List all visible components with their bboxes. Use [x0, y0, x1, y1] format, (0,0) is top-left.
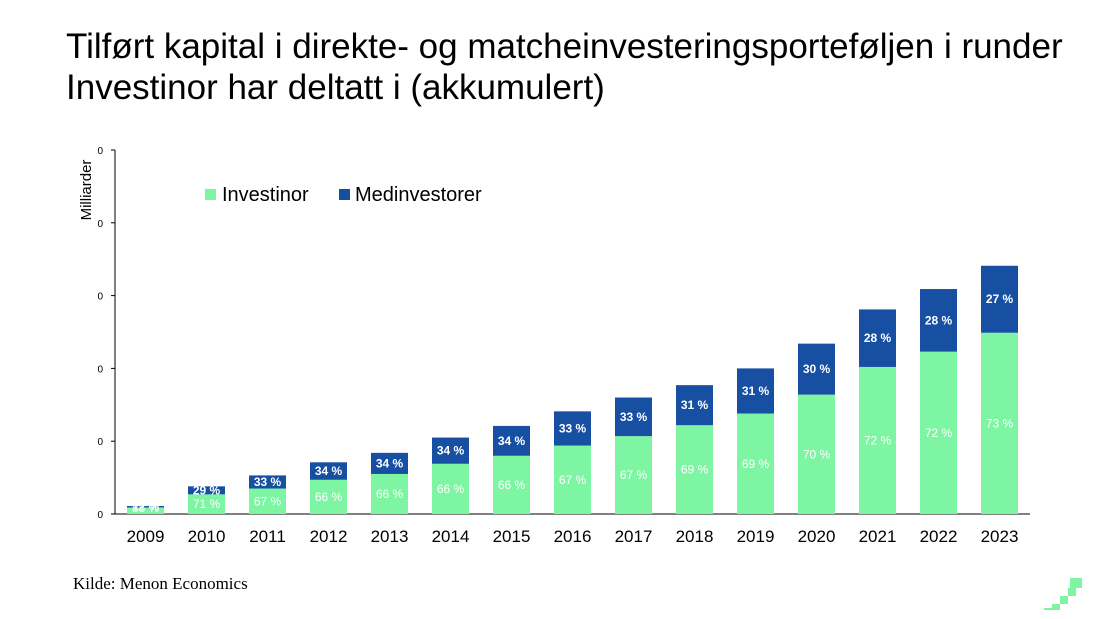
data-label-investinor: 66 % — [498, 478, 526, 492]
data-label-investinor: 67 % — [620, 468, 648, 482]
bar-investinor-2022 — [920, 351, 957, 514]
x-tick-label: 2010 — [188, 527, 226, 546]
data-label-investinor: 66 % — [315, 490, 343, 504]
chart-title: Tilført kapital i direkte- og matcheinve… — [66, 27, 1063, 107]
x-tick-label: 2014 — [432, 527, 470, 546]
bar-medinvestorer-2014 — [432, 437, 469, 464]
data-label-investinor: 71 % — [193, 497, 221, 511]
data-label-medinvestorer: 33 % — [620, 410, 648, 424]
bar-medinvestorer-2012 — [310, 462, 347, 480]
bar-investinor-2017 — [615, 436, 652, 514]
data-label-investinor: 70 % — [803, 447, 831, 461]
legend-label-medinvestorer: Medinvestorer — [355, 184, 482, 206]
x-tick-label: 2013 — [371, 527, 409, 546]
data-label-medinvestorer: 27 % — [986, 292, 1014, 306]
data-label-medinvestorer: 31 % — [742, 384, 770, 398]
x-tick-label: 2023 — [981, 527, 1019, 546]
data-label-investinor: 69 % — [742, 457, 770, 471]
data-label-medinvestorer: 34 % — [498, 434, 526, 448]
x-tick-label: 2020 — [798, 527, 836, 546]
stairs-logo-icon — [1044, 578, 1082, 610]
source-note: Kilde: Menon Economics — [73, 574, 248, 593]
x-tick-label: 2021 — [859, 527, 897, 546]
y-axis-label: Milliarder — [78, 160, 95, 221]
bar-investinor-2018 — [676, 425, 713, 514]
x-tick-label: 2009 — [127, 527, 165, 546]
data-label-investinor: 66 % — [376, 487, 404, 501]
bar-investinor-2011 — [249, 488, 286, 514]
bar-investinor-2013 — [371, 473, 408, 514]
bar-investinor-2012 — [310, 479, 347, 514]
x-tick-labels: 2009 2010 2011 2012 2013 2014 2015 2016 2017 2018… — [127, 527, 1019, 546]
data-label-investinor: 73 % — [986, 416, 1014, 430]
x-tick-label: 2016 — [554, 527, 592, 546]
data-label-investinor: 67 % — [559, 473, 587, 487]
bar-medinvestorer-2022 — [920, 289, 957, 352]
bar-medinvestorer-2019 — [737, 368, 774, 414]
data-label-investinor: 69 % — [681, 463, 709, 477]
bar-investinor-2010 — [188, 494, 225, 514]
data-label-investinor: 72 % — [864, 433, 892, 447]
bar-investinor-2009 — [127, 507, 164, 514]
bar-investinor-2016 — [554, 445, 591, 514]
bar-medinvestorer-2009 — [127, 505, 164, 508]
data-label-medinvestorer: 28 % — [864, 331, 892, 345]
bar-medinvestorer-2017 — [615, 397, 652, 437]
y-ticks: 0 0 0 0 0 0 — [97, 146, 115, 521]
y-tick-label: 0 — [97, 146, 103, 157]
bar-medinvestorer-2015 — [493, 425, 530, 456]
bar-investinor-2023 — [981, 332, 1018, 514]
bars-group: 88 %12 % 71 %29 % 67 % 33 % 66 % 34 % 66 % 34 %… — [127, 265, 1018, 515]
data-label-medinvestorer: 30 % — [803, 362, 831, 376]
y-tick-label: 0 — [97, 219, 103, 230]
data-label-medinvestorer: 34 % — [315, 464, 343, 478]
data-label-medinvestorer: 12 % — [132, 500, 160, 514]
bar-medinvestorer-2011 — [249, 475, 286, 489]
data-label-medinvestorer: 29 % — [193, 483, 221, 497]
data-label-investinor: 72 % — [925, 426, 953, 440]
x-tick-label: 2017 — [615, 527, 653, 546]
data-label-medinvestorer: 34 % — [376, 456, 404, 470]
x-tick-label: 2011 — [249, 527, 286, 546]
bar-medinvestorer-2016 — [554, 411, 591, 446]
bar-investinor-2019 — [737, 413, 774, 514]
bar-medinvestorer-2013 — [371, 452, 408, 474]
data-label-medinvestorer: 31 % — [681, 398, 709, 412]
bar-medinvestorer-2021 — [859, 309, 896, 367]
data-label-medinvestorer: 33 % — [559, 421, 587, 435]
bar-medinvestorer-2018 — [676, 385, 713, 426]
legend: Investinor Medinvestorer — [205, 184, 482, 206]
bar-investinor-2014 — [432, 463, 469, 514]
data-label-medinvestorer: 28 % — [925, 313, 953, 327]
x-tick-label: 2015 — [493, 527, 531, 546]
y-tick-label: 0 — [97, 292, 103, 303]
legend-swatch-investinor — [205, 189, 216, 200]
legend-label-investinor: Investinor — [222, 184, 309, 206]
y-tick-label: 0 — [97, 510, 103, 521]
bar-medinvestorer-2020 — [798, 343, 835, 395]
y-tick-label: 0 — [97, 437, 103, 448]
data-label-medinvestorer: 34 % — [437, 444, 465, 458]
bar-investinor-2015 — [493, 455, 530, 514]
x-tick-label: 2022 — [920, 527, 958, 546]
bar-medinvestorer-2010 — [188, 486, 225, 495]
data-label-investinor: 67 % — [254, 494, 282, 508]
data-label-medinvestorer: 33 % — [254, 475, 282, 489]
x-tick-label: 2019 — [737, 527, 775, 546]
y-tick-label: 0 — [97, 364, 103, 375]
x-tick-label: 2018 — [676, 527, 714, 546]
data-label-investinor: 66 % — [437, 482, 465, 496]
bar-investinor-2021 — [859, 366, 896, 514]
y-axis: 0 0 0 0 0 0 Milliarder — [78, 146, 116, 521]
legend-swatch-medinvestorer — [339, 189, 350, 200]
x-tick-label: 2012 — [310, 527, 348, 546]
bar-investinor-2020 — [798, 394, 835, 514]
data-label-investinor: 88 % — [132, 501, 160, 515]
bar-medinvestorer-2023 — [981, 265, 1018, 333]
